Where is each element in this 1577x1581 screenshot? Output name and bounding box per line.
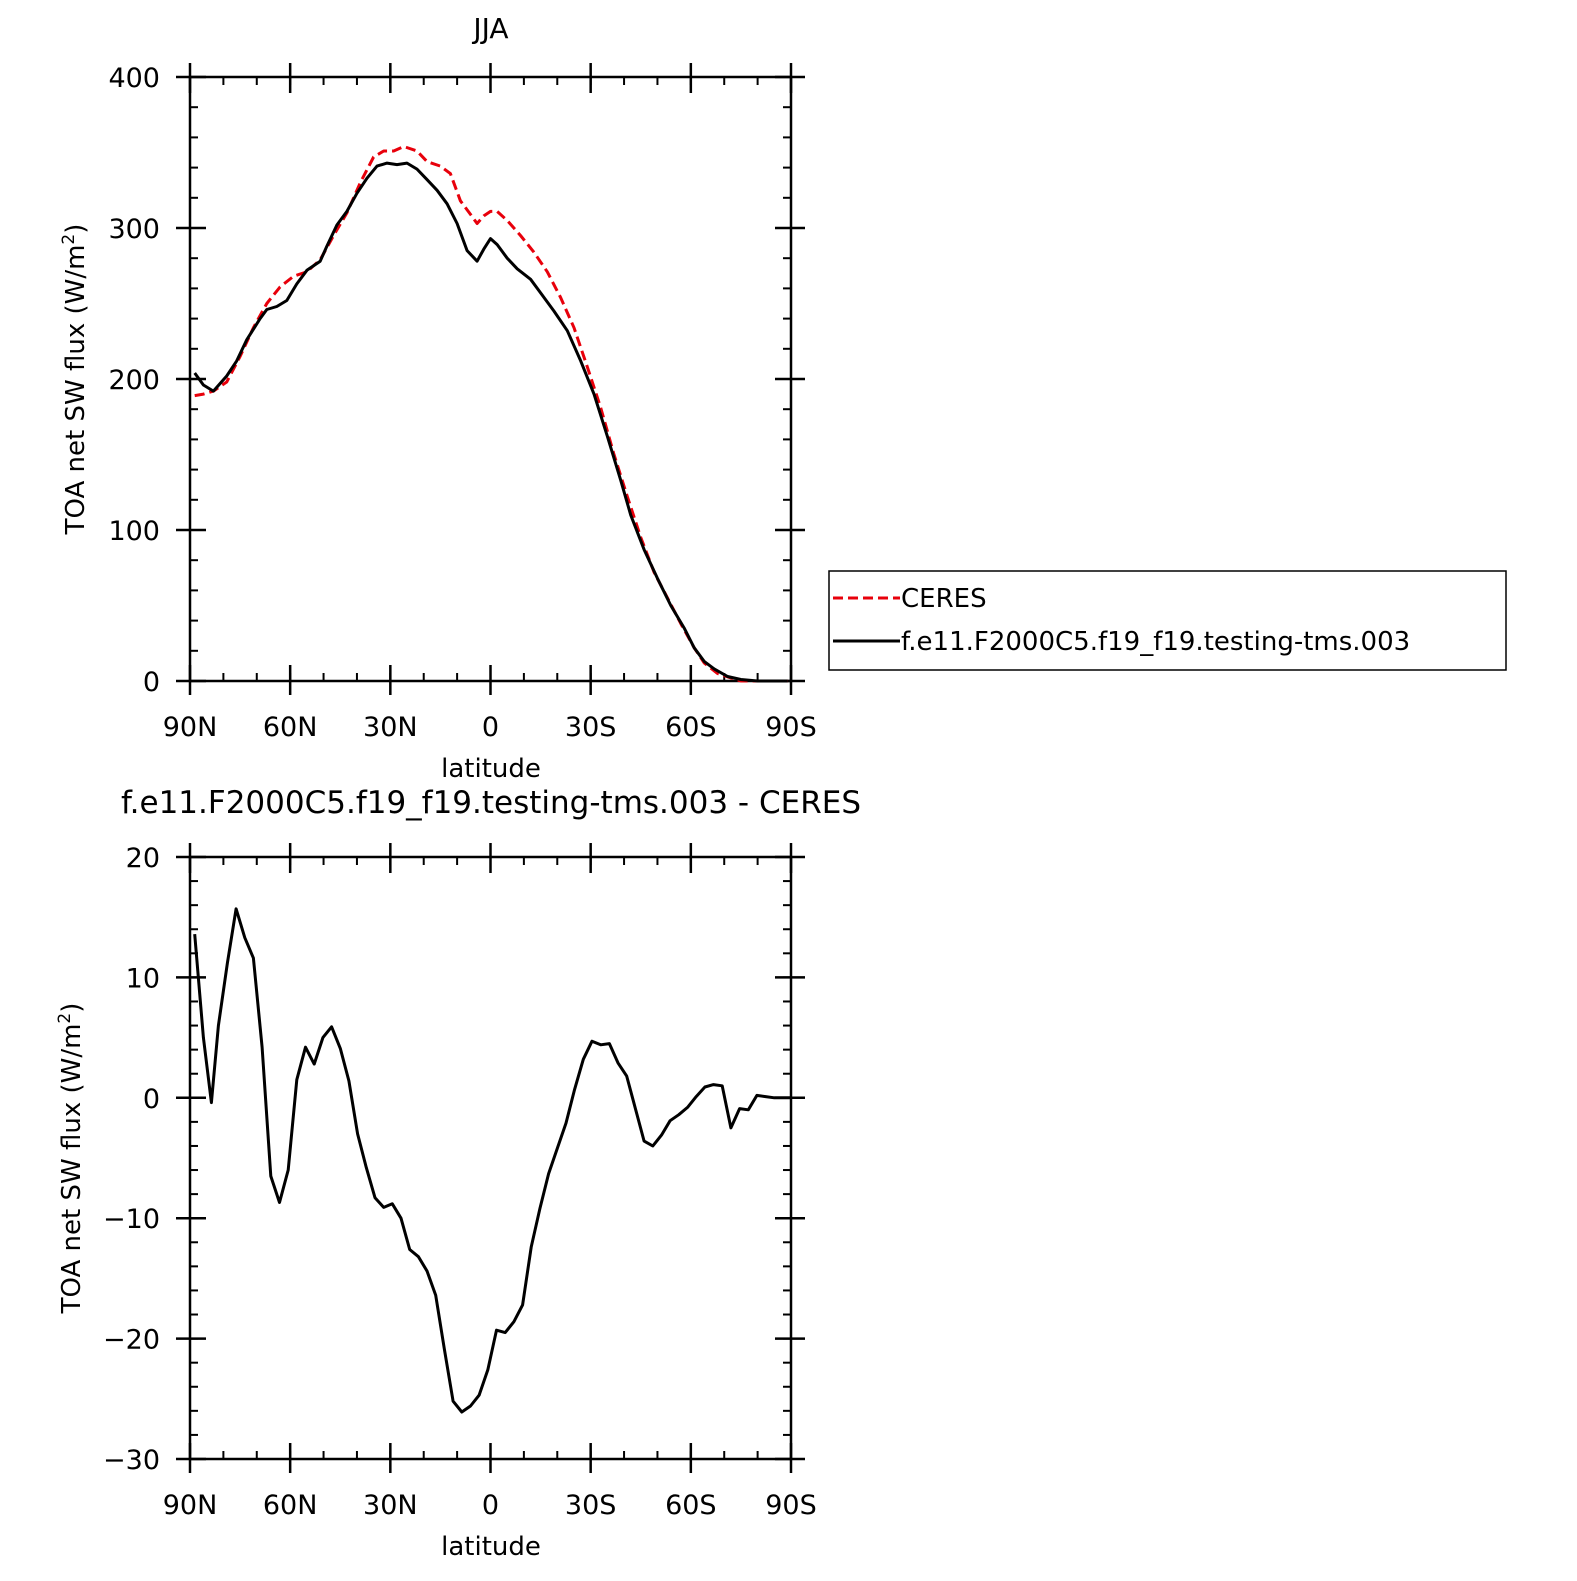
y-tick-label: −10	[103, 1204, 160, 1235]
x-tick-label: 90S	[765, 1490, 817, 1521]
x-tick-label: 30N	[363, 1490, 418, 1521]
chart-jja-plot-frame	[188, 75, 793, 683]
chart-jja-title: JJA	[471, 12, 508, 45]
y-tick-label: 300	[108, 214, 160, 245]
chart-difference-title: f.e11.F2000C5.f19_f19.testing-tms.003 - …	[121, 785, 861, 821]
x-tick-label: 60N	[263, 1490, 318, 1521]
chart-difference-ticks: 90N 60N 30N 0 30S 60S 90S −30 −20 −10 0 10 20	[103, 843, 817, 1521]
x-tick-label: 90N	[163, 712, 218, 743]
chart-difference: f.e11.F2000C5.f19_f19.testing-tms.003 - …	[55, 785, 861, 1562]
chart-difference-x-axis-label: latitude	[441, 1532, 541, 1562]
legend-label-ceres: CERES	[901, 584, 987, 614]
y-tick-label: −20	[103, 1325, 160, 1356]
legend-label-model: f.e11.F2000C5.f19_f19.testing-tms.003	[901, 627, 1410, 657]
y-tick-label: −30	[103, 1445, 160, 1476]
y-tick-label: 20	[126, 843, 160, 874]
y-tick-label: 100	[108, 516, 160, 547]
chart-jja: JJA 90N 60N 30N 0 30S 60S 90S 0 100 200 300 400 lat…	[59, 12, 1507, 784]
y-tick-label: 200	[108, 365, 160, 396]
series-line-0	[194, 145, 788, 683]
chart-jja-ticks: 90N 60N 30N 0 30S 60S 90S 0 100 200 300 400	[108, 63, 817, 743]
chart-difference-plot-frame	[188, 855, 793, 1461]
chart-difference-series	[193, 907, 791, 1414]
chart-jja-x-axis-label: latitude	[441, 754, 541, 784]
legend: CERES f.e11.F2000C5.f19_f19.testing-tms.…	[828, 570, 1507, 671]
x-tick-label: 60S	[665, 1490, 717, 1521]
x-tick-label: 60N	[263, 712, 318, 743]
x-tick-label: 90N	[163, 1490, 218, 1521]
x-tick-label: 90S	[765, 712, 817, 743]
x-tick-label: 0	[482, 1490, 499, 1521]
x-tick-label: 60S	[665, 712, 717, 743]
difference-line	[193, 907, 791, 1414]
x-tick-label: 30S	[565, 1490, 617, 1521]
x-tick-label: 30S	[565, 712, 617, 743]
y-tick-label: 0	[143, 667, 160, 698]
chart-difference-y-axis-label: TOA net SW flux (W/m2)	[55, 1003, 87, 1315]
y-tick-label: 0	[143, 1084, 160, 1115]
chart-jja-series	[193, 145, 788, 683]
series-line-1	[193, 161, 788, 683]
y-tick-label: 400	[108, 63, 160, 94]
x-tick-label: 0	[482, 712, 499, 743]
x-tick-label: 30N	[363, 712, 418, 743]
legend-box	[828, 570, 1507, 671]
y-tick-label: 10	[126, 963, 160, 994]
chart-jja-y-axis-label: TOA net SW flux (W/m2)	[59, 224, 91, 536]
